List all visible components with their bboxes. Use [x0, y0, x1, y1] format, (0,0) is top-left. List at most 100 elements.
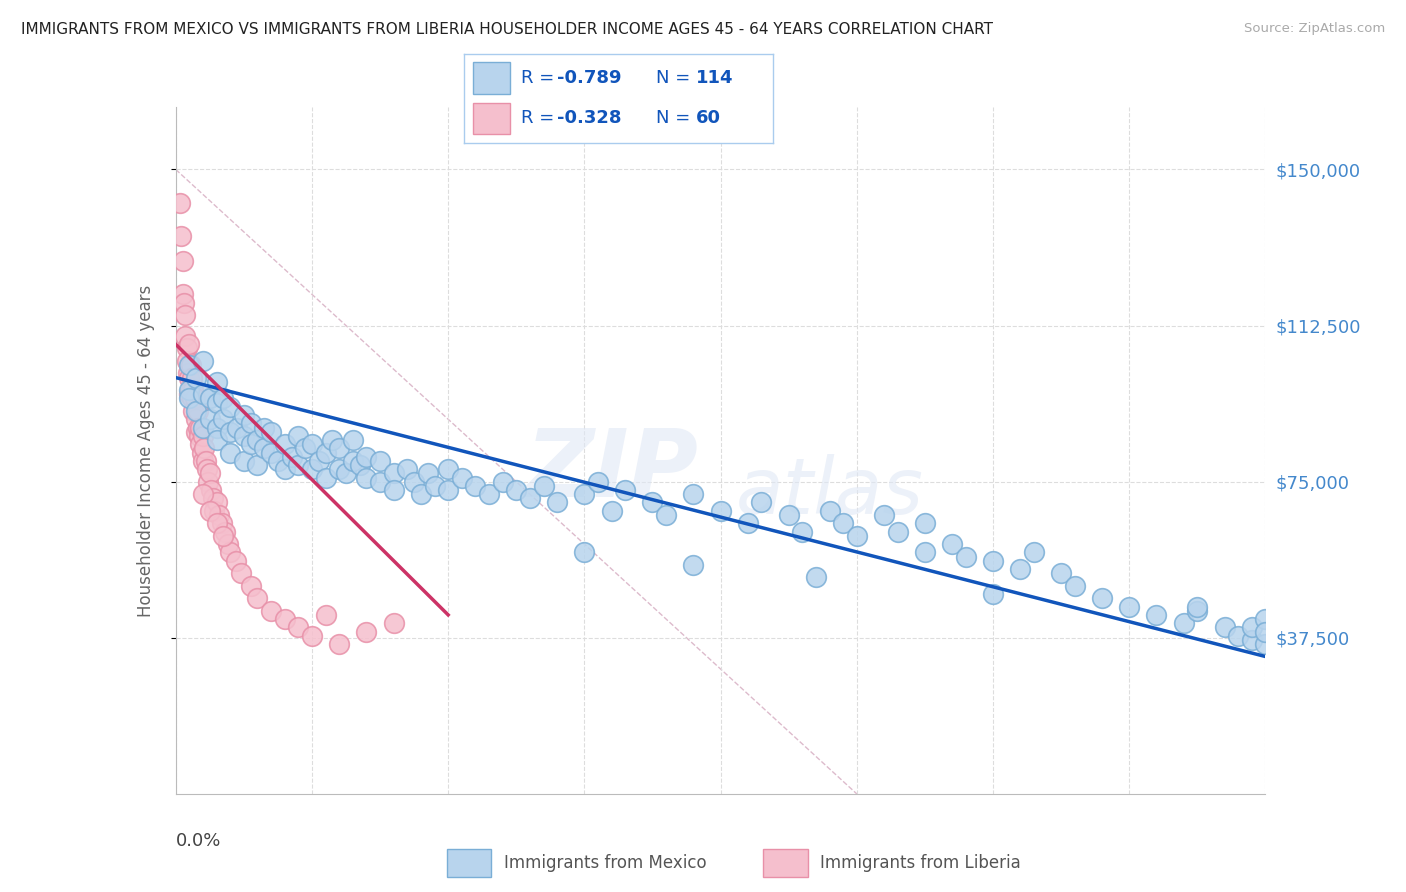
Point: [267, 454, 290, 468]
Point: [382, 616, 405, 631]
Point: [682, 558, 704, 572]
Point: [368, 475, 391, 489]
Point: [832, 516, 855, 531]
Point: [1254, 624, 1277, 639]
Point: [176, 354, 198, 368]
Point: [328, 637, 350, 651]
Point: [423, 479, 446, 493]
Point: [301, 462, 323, 476]
Point: [416, 467, 439, 481]
Text: -0.789: -0.789: [557, 69, 621, 87]
Point: [955, 549, 977, 564]
Point: [315, 607, 337, 622]
Point: [200, 483, 222, 497]
Point: [205, 495, 228, 509]
Point: [214, 524, 236, 539]
Text: R =: R =: [522, 69, 560, 87]
Point: [614, 483, 637, 497]
Point: [198, 467, 221, 481]
Point: [274, 462, 297, 476]
Point: [179, 337, 201, 351]
Point: [519, 491, 541, 506]
Point: [180, 383, 202, 397]
Point: [356, 450, 378, 464]
Point: [778, 508, 800, 522]
Point: [287, 429, 309, 443]
Point: [174, 329, 197, 343]
Point: [219, 545, 242, 559]
Point: [574, 545, 596, 559]
Point: [1022, 545, 1045, 559]
Point: [172, 254, 194, 268]
Point: [232, 429, 254, 443]
Point: [232, 408, 254, 422]
Point: [197, 475, 219, 489]
Point: [586, 475, 609, 489]
Point: [191, 387, 214, 401]
Point: [176, 342, 198, 356]
Point: [1240, 620, 1263, 634]
Point: [804, 570, 827, 584]
Point: [328, 442, 350, 456]
Point: [170, 229, 193, 244]
Point: [212, 392, 235, 406]
Point: [201, 491, 224, 506]
Point: [191, 487, 214, 501]
Point: [191, 429, 214, 443]
Point: [198, 392, 221, 406]
Point: [315, 445, 337, 459]
Point: [574, 487, 596, 501]
Point: [450, 470, 472, 484]
Text: 60: 60: [696, 109, 721, 128]
Point: [186, 370, 208, 384]
Point: [205, 516, 228, 531]
Point: [188, 437, 211, 451]
Point: [246, 458, 269, 472]
Point: [1213, 620, 1236, 634]
Point: [191, 420, 214, 434]
Text: atlas: atlas: [735, 454, 924, 530]
Point: [193, 442, 215, 456]
Point: [437, 462, 460, 476]
Text: Immigrants from Liberia: Immigrants from Liberia: [821, 854, 1021, 872]
Point: [1144, 607, 1167, 622]
Point: [179, 370, 201, 384]
Text: Source: ZipAtlas.com: Source: ZipAtlas.com: [1244, 22, 1385, 36]
Point: [1254, 637, 1277, 651]
Point: [198, 412, 221, 426]
Point: [225, 554, 247, 568]
Point: [308, 454, 330, 468]
Point: [212, 412, 235, 426]
Point: [1091, 591, 1114, 606]
Point: [301, 629, 323, 643]
Point: [274, 612, 297, 626]
Point: [205, 375, 228, 389]
Point: [274, 437, 297, 451]
Point: [253, 420, 276, 434]
Point: [981, 554, 1004, 568]
Point: [505, 483, 527, 497]
Point: [342, 454, 364, 468]
Point: [1173, 616, 1195, 631]
Point: [382, 467, 405, 481]
Point: [179, 392, 201, 406]
Point: [186, 412, 208, 426]
Point: [315, 470, 337, 484]
Point: [205, 433, 228, 447]
Text: Immigrants from Mexico: Immigrants from Mexico: [505, 854, 707, 872]
Point: [181, 370, 204, 384]
Point: [941, 537, 963, 551]
Point: [1187, 604, 1209, 618]
Bar: [474, 62, 510, 94]
Point: [194, 454, 217, 468]
Point: [188, 420, 211, 434]
Point: [478, 487, 501, 501]
Point: [1227, 629, 1250, 643]
Point: [492, 475, 515, 489]
Point: [239, 417, 262, 431]
Point: [195, 462, 218, 476]
Point: [409, 487, 432, 501]
Point: [231, 566, 253, 581]
Point: [818, 504, 841, 518]
Text: ZIP: ZIP: [526, 425, 697, 517]
